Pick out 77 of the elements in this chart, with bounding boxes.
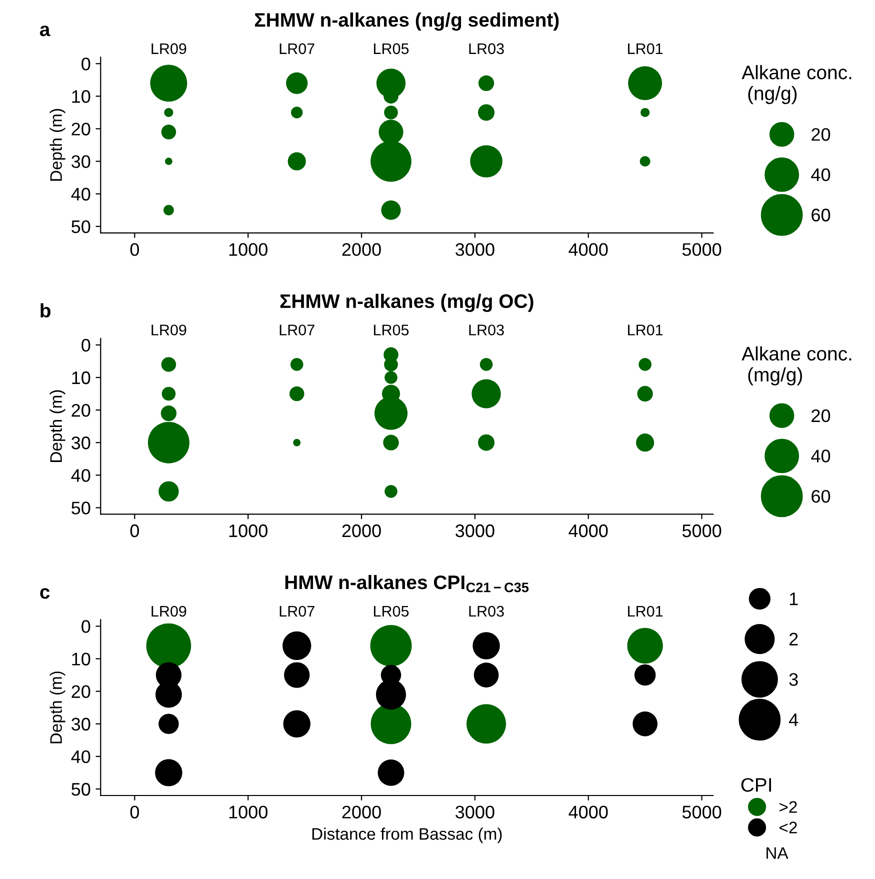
y-tick-label: 0: [82, 620, 90, 633]
y-tick-label: 50: [72, 220, 90, 234]
chart-title: ΣHMW n-alkanes (ng/g sediment): [254, 12, 559, 31]
text: b: [40, 303, 50, 318]
text: LR01: [628, 606, 663, 617]
legend-label: 1: [790, 592, 798, 606]
text: c: [40, 588, 50, 599]
text: LR01: [628, 324, 663, 336]
x-axis-title: Distance from Bassac (m): [312, 828, 502, 844]
legend-label: 3: [789, 673, 798, 686]
y-tick-label: 20: [72, 122, 90, 136]
y-tick-label: 20: [72, 685, 90, 698]
y-tick-label: 50: [72, 782, 90, 796]
x-tick-label: 1000: [229, 806, 268, 818]
x-tick-label: 1000: [229, 243, 268, 256]
text: LR03: [469, 606, 504, 617]
x-tick-label: 0: [130, 243, 139, 256]
y-tick-label: 30: [72, 718, 90, 731]
y-tick-label: 10: [72, 371, 90, 384]
chart-title: HMW n-alkanes CPI$_{C21−C35}$: [285, 574, 529, 592]
y-tick-label: 10: [72, 90, 90, 103]
text: LR07: [280, 324, 314, 336]
y-tick-label: 20: [72, 404, 90, 417]
text: NA: [766, 847, 788, 859]
legend-label: 60: [812, 490, 830, 503]
y-axis-title: Depth (m): [50, 390, 66, 462]
text: LR05: [374, 43, 409, 54]
text: LR09: [152, 606, 186, 617]
y-axis-title: Depth (m): [50, 672, 66, 744]
text: LR05: [374, 324, 409, 336]
x-tick-label: 2000: [342, 806, 381, 818]
legend-label: >2: [780, 801, 797, 813]
text: LR09: [152, 324, 186, 336]
y-tick-label: 50: [72, 502, 90, 514]
chart-title: ΣHMW n-alkanes (mg/g OC): [280, 294, 534, 312]
legend-label: 20: [812, 128, 830, 141]
text: LR07: [280, 43, 314, 54]
legend-label: 20: [812, 409, 830, 422]
text: LR09: [152, 43, 186, 54]
x-tick-label: 4000: [568, 806, 608, 818]
text: LR03: [469, 324, 504, 336]
x-tick-label: 4000: [568, 524, 608, 538]
x-tick-label: 0: [130, 524, 139, 538]
y-tick-label: 0: [82, 58, 90, 70]
legend-label: <2: [780, 822, 797, 834]
text: LR03: [469, 43, 504, 54]
x-tick-label: 5000: [682, 524, 722, 538]
text: LR01: [628, 43, 663, 54]
x-tick-label: 3000: [456, 806, 494, 818]
y-axis-title: Depth (m): [50, 109, 66, 181]
x-tick-label: 4000: [568, 243, 608, 256]
x-tick-label: 0: [130, 806, 139, 818]
legend-label: 2: [789, 632, 798, 646]
legend-label: 40: [811, 450, 830, 462]
text: LR05: [374, 606, 409, 617]
legend-title: Alkane conc. (mg/g): [742, 346, 852, 386]
x-tick-label: 2000: [342, 243, 381, 256]
legend-label: 40: [811, 168, 830, 182]
y-tick-label: 0: [82, 338, 90, 352]
x-tick-label: 5000: [682, 243, 722, 256]
y-tick-label: 40: [71, 469, 90, 482]
legend-title: Alkane conc. (ng/g): [742, 65, 852, 104]
legend-label: 60: [812, 208, 830, 222]
y-tick-label: 30: [72, 436, 90, 450]
text: LR07: [280, 606, 314, 617]
x-tick-label: 1000: [229, 524, 268, 538]
y-tick-label: 40: [71, 188, 90, 201]
x-tick-label: 3000: [456, 524, 494, 538]
y-tick-label: 40: [71, 750, 90, 764]
y-tick-label: 30: [72, 155, 90, 168]
x-tick-label: 2000: [342, 524, 381, 538]
x-tick-label: 5000: [682, 806, 722, 818]
legend-label: 4: [788, 714, 798, 726]
text: a: [40, 26, 50, 36]
y-tick-label: 10: [72, 652, 90, 666]
x-tick-label: 3000: [456, 243, 494, 256]
legend-title: CPI: [741, 778, 771, 792]
